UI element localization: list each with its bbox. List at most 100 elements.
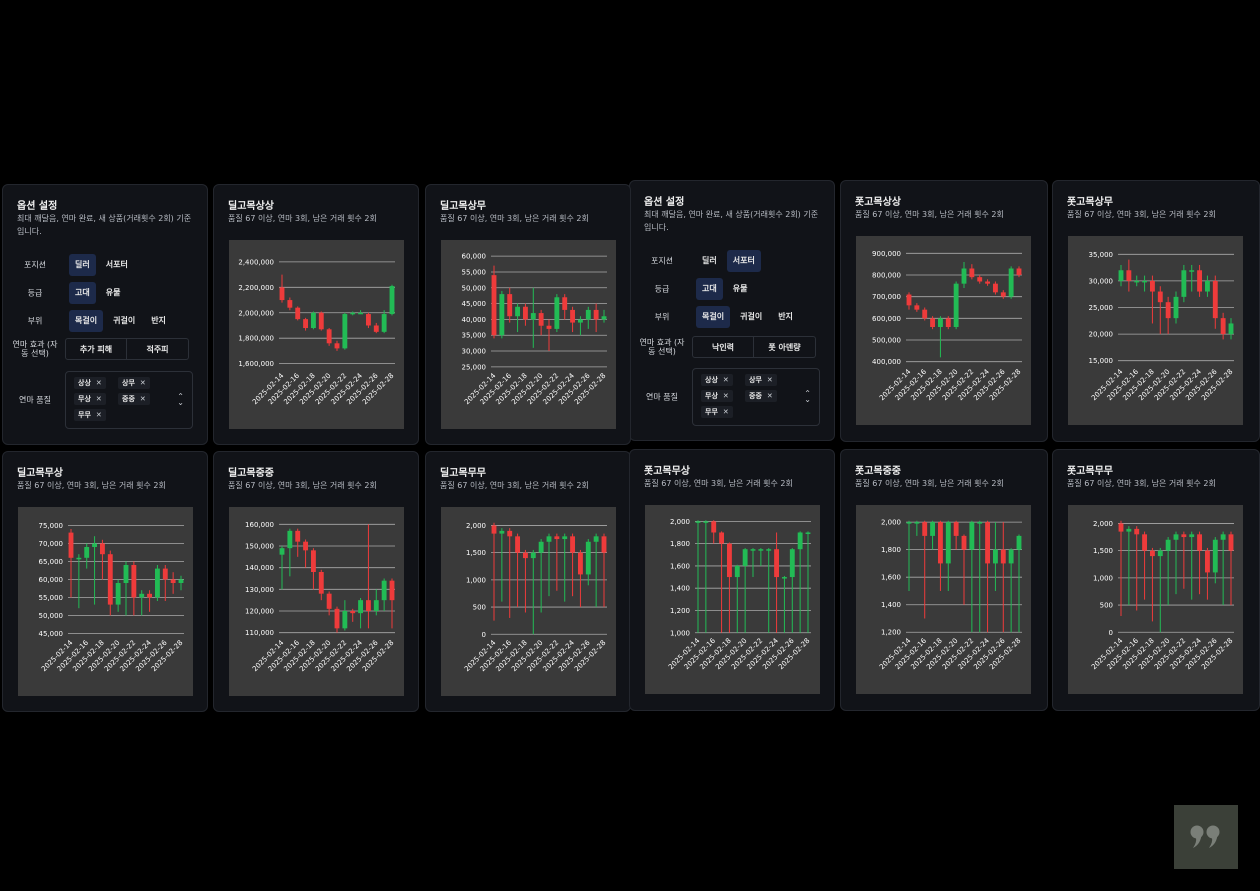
y-tick-label: 25,000 — [1089, 304, 1114, 312]
candle-body — [303, 319, 309, 329]
option-row-part: 부위 목걸이 귀걸이 반지 — [636, 306, 824, 328]
option-effect-0[interactable]: 추가 피해 — [65, 338, 127, 360]
option-row-grade: 등급 고대 유물 — [9, 282, 197, 304]
option-effect-1[interactable]: 적주피 — [127, 338, 189, 360]
y-tick-label: 160,000 — [245, 521, 274, 529]
y-tick-label: 500,000 — [872, 337, 901, 345]
chevron-updown-icon[interactable]: ⌃ ⌄ — [804, 389, 811, 404]
candle-body — [303, 541, 309, 551]
candle-body — [318, 572, 324, 594]
option-effect-1[interactable]: 폿 아덴량 — [754, 336, 816, 358]
candle-body — [326, 593, 332, 609]
remove-chip-icon[interactable]: ✕ — [766, 392, 773, 400]
candle-body — [1189, 270, 1195, 272]
segmented-position: 딜러 서포터 — [696, 250, 761, 272]
chart-subtitle: 품질 67 이상, 연마 3회, 남은 거래 횟수 2회 — [855, 210, 1004, 219]
candle-body — [538, 541, 544, 553]
candle-body — [914, 305, 920, 310]
quality-multiselect[interactable]: 상상 ✕ 상무 ✕ 무상 ✕ 중중 ✕ 무무 ✕ ⌃ ⌄ — [65, 371, 193, 429]
candle-body — [719, 532, 725, 544]
quality-chip: 무무 ✕ — [74, 409, 106, 421]
y-tick-label: 2,200,000 — [238, 284, 274, 292]
remove-chip-icon[interactable]: ✕ — [95, 395, 102, 403]
candle-body — [1197, 270, 1203, 292]
candle-body — [969, 522, 975, 550]
option-label-part: 부위 — [654, 312, 670, 322]
option-part-0[interactable]: 목걸이 — [696, 306, 731, 328]
remove-chip-icon[interactable]: ✕ — [722, 408, 729, 416]
option-position-0[interactable]: 딜러 — [702, 256, 717, 265]
option-grade-0[interactable]: 고대 — [69, 282, 96, 304]
chart-title: 폿고목무무 — [1067, 466, 1113, 477]
candle-body — [318, 312, 324, 330]
remove-chip-icon[interactable]: ✕ — [722, 392, 729, 400]
candle-body — [562, 536, 568, 540]
chevron-updown-icon[interactable]: ⌃ ⌄ — [177, 392, 184, 407]
option-grade-1[interactable]: 유물 — [105, 288, 121, 297]
candle-body — [1197, 534, 1203, 551]
option-position-1[interactable]: 서포터 — [726, 250, 761, 272]
candle-body — [593, 309, 599, 320]
candle-body — [381, 580, 387, 601]
candle-body — [969, 268, 975, 278]
option-grade-1[interactable]: 유물 — [732, 284, 748, 293]
candle-body — [1142, 280, 1148, 283]
options-description: 최대 깨달음, 연마 완료, 새 상품(거래횟수 2회) 기준입니다. — [17, 214, 192, 236]
chart-area: 45,000 50,000 55,000 60,000 65,000 70,000 75,0… — [18, 507, 193, 696]
option-label-part: 부위 — [27, 316, 43, 326]
candle-body — [68, 532, 74, 558]
y-tick-label: 900,000 — [872, 250, 901, 258]
option-position-1[interactable]: 서포터 — [105, 260, 128, 269]
option-position-0[interactable]: 딜러 — [69, 254, 96, 276]
option-part-0[interactable]: 목걸이 — [69, 310, 104, 332]
candle-body — [930, 522, 936, 536]
candle-body — [530, 552, 536, 559]
candle-body — [585, 309, 591, 320]
option-part-2[interactable]: 반지 — [151, 316, 166, 325]
y-tick-label: 1,800,000 — [238, 335, 274, 343]
candle-body — [538, 313, 544, 326]
candle-body — [1016, 268, 1022, 275]
option-grade-0[interactable]: 고대 — [696, 278, 723, 300]
option-row-effect: 연마 효과 (자동 선택) 낙인력 폿 아덴량 — [636, 336, 824, 358]
quality-chip-label: 무상 — [705, 392, 718, 400]
quality-multiselect[interactable]: 상상 ✕ 상무 ✕ 무상 ✕ 중중 ✕ 무무 ✕ ⌃ ⌄ — [692, 368, 820, 426]
candle-body — [1228, 323, 1234, 335]
chart-subtitle: 품질 67 이상, 연마 3회, 남은 거래 횟수 2회 — [644, 479, 793, 488]
candle-body — [805, 532, 811, 534]
candle-body — [1157, 550, 1163, 557]
candle-body — [358, 312, 364, 315]
y-tick-label: 65,000 — [39, 558, 64, 566]
candle-body — [499, 530, 505, 534]
quality-chip-label: 상상 — [705, 376, 718, 384]
candle-body — [992, 283, 998, 293]
y-tick-label: 1,400 — [881, 601, 901, 609]
y-tick-label: 2,000 — [1093, 520, 1113, 528]
segmented-grade: 고대 유물 — [696, 278, 753, 300]
y-tick-label: 50,000 — [462, 284, 487, 292]
remove-chip-icon[interactable]: ✕ — [95, 379, 102, 387]
y-tick-label: 1,200 — [881, 629, 901, 637]
remove-chip-icon[interactable]: ✕ — [722, 376, 729, 384]
candle-body — [499, 294, 505, 336]
remove-chip-icon[interactable]: ✕ — [95, 411, 102, 419]
candlestick-chart: 15,00020,00025,00030,00035,0002025-02-14… — [1089, 251, 1235, 402]
option-effect-0[interactable]: 낙인력 — [692, 336, 754, 358]
remove-chip-icon[interactable]: ✕ — [139, 379, 146, 387]
option-part-1[interactable]: 귀걸이 — [740, 312, 763, 321]
candle-body — [507, 294, 513, 317]
option-part-2[interactable]: 반지 — [778, 312, 793, 321]
remove-chip-icon[interactable]: ✕ — [766, 376, 773, 384]
candle-body — [1220, 534, 1226, 540]
quote-button[interactable] — [1174, 805, 1238, 869]
quality-chip: 무무 ✕ — [701, 406, 733, 418]
chart-title: 폿고목상상 — [855, 197, 901, 208]
chart-subtitle: 품질 67 이상, 연마 3회, 남은 거래 횟수 2회 — [1067, 210, 1216, 219]
chart-subtitle: 품질 67 이상, 연마 3회, 남은 거래 횟수 2회 — [228, 481, 377, 490]
segmented-part: 목걸이 귀걸이 반지 — [696, 306, 799, 328]
remove-chip-icon[interactable]: ✕ — [139, 395, 146, 403]
option-part-1[interactable]: 귀걸이 — [113, 316, 136, 325]
option-label-grade: 등급 — [27, 288, 43, 298]
candle-body — [1181, 270, 1187, 297]
chart-area: 1,200 1,400 1,600 1,800 2,000 2025-02-14 2025-… — [856, 505, 1031, 694]
